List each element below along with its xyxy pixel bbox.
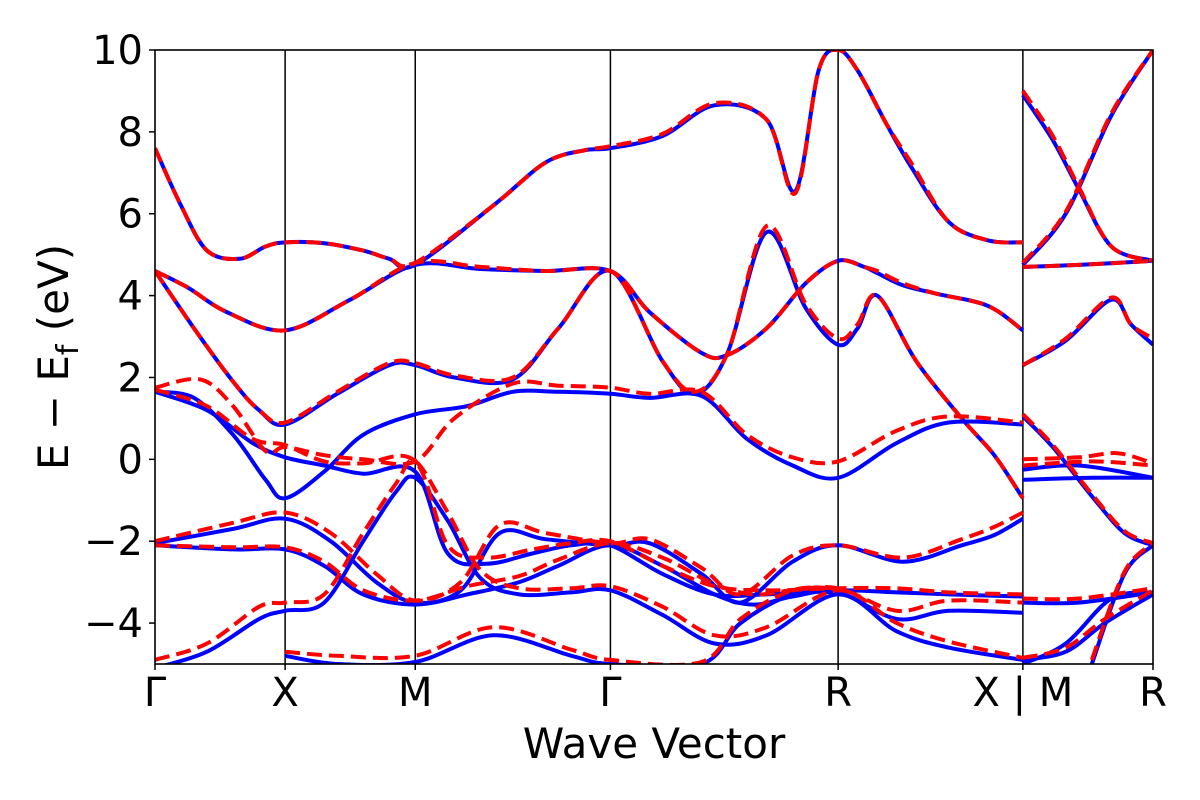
y-axis-label-subscript: f <box>51 343 86 355</box>
band-dashed-12 <box>1022 258 1153 269</box>
y-axis-label-suffix: (eV) <box>29 244 78 345</box>
band-dashed-15 <box>1022 459 1153 468</box>
band-dashed-13 <box>1021 412 1153 546</box>
band-dashed-3 <box>155 376 1024 467</box>
y-tick-label: 8 <box>118 110 143 156</box>
x-tick-label: X <box>271 670 298 716</box>
band-dashed-14 <box>1022 451 1153 466</box>
x-tick-label: M <box>398 670 433 716</box>
x-tick-label: R <box>1139 670 1167 716</box>
y-axis-ticks: −4 −2 0 2 4 6 8 10 <box>84 28 155 647</box>
band-dashed-9 <box>1021 89 1153 263</box>
band-dashed-2 <box>155 223 1025 500</box>
band-dashed-1 <box>155 258 1025 361</box>
band-dashed-7 <box>155 458 1024 662</box>
band-dashed-16 <box>1022 586 1153 602</box>
y-tick-label: 4 <box>118 274 143 320</box>
y-tick-label: 2 <box>118 355 143 401</box>
x-axis-ticks: Γ X M Γ R X | M R <box>144 664 1167 716</box>
band-dashed-0 <box>155 50 1024 269</box>
band-solid-10 <box>1021 50 1153 267</box>
band-solid-16 <box>1022 590 1153 606</box>
band-dashed-6 <box>155 541 1023 613</box>
y-tick-label: −4 <box>84 601 143 647</box>
band-dashed-8 <box>284 585 839 664</box>
band-solid-3 <box>155 388 1023 501</box>
band-solid-14 <box>1022 463 1153 480</box>
band-solid-11 <box>1021 297 1153 367</box>
high-symmetry-lines <box>284 50 1024 664</box>
y-axis-label: E − Ef (eV) <box>29 244 86 470</box>
x-tick-label: Γ <box>599 670 622 716</box>
x-axis-label: Wave Vector <box>523 719 786 768</box>
band-dashed-18 <box>1089 541 1153 661</box>
y-axis-label-prefix: E − E <box>29 355 78 470</box>
x-tick-label: R <box>824 670 852 716</box>
plot-frame <box>154 49 1154 665</box>
y-tick-label: 0 <box>118 437 143 483</box>
band-solid-15 <box>1022 475 1153 482</box>
y-tick-label: −2 <box>84 519 143 565</box>
band-dashed-5 <box>155 510 1024 603</box>
x-tick-label: X | M <box>972 670 1073 716</box>
y-tick-label: 10 <box>92 28 143 74</box>
band-dashed-11 <box>1021 295 1153 367</box>
band-solid-8 <box>284 589 839 664</box>
band-lines <box>155 50 1153 664</box>
band-dashed-10 <box>1021 50 1153 265</box>
x-tick-label: Γ <box>144 670 167 716</box>
y-tick-label: 6 <box>118 192 143 238</box>
band-dashed-17 <box>1022 588 1153 660</box>
